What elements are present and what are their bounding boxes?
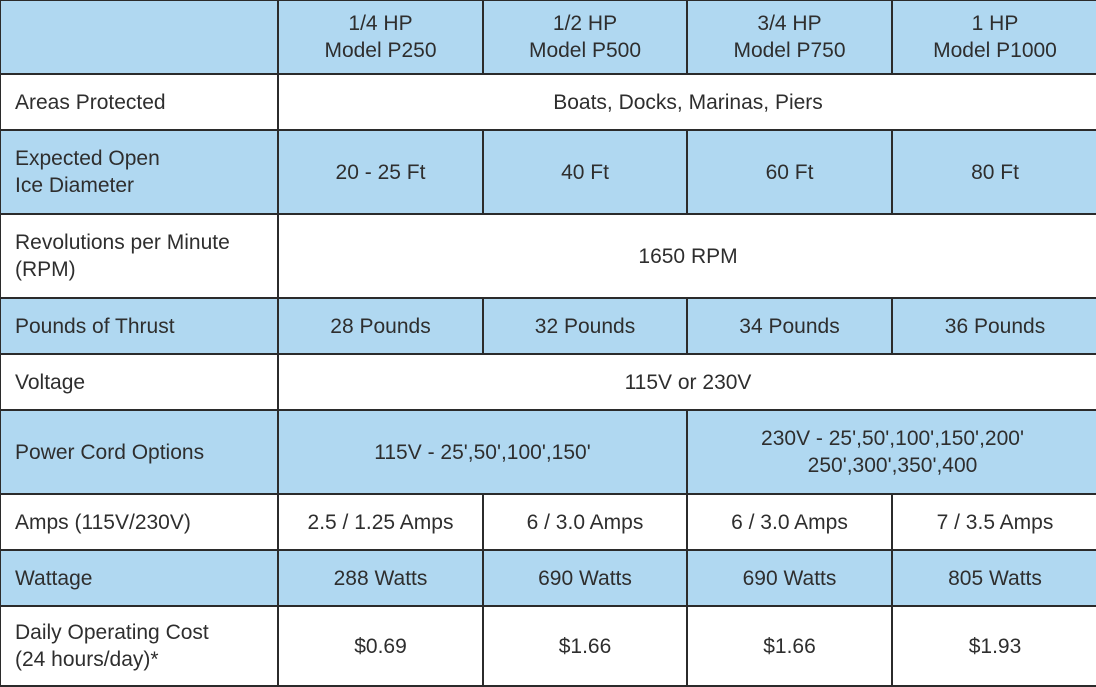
spec-label: Revolutions per Minute (RPM): [0, 213, 279, 299]
model-header-cell: 1/4 HP Model P250: [277, 0, 484, 75]
spec-row: Areas Protected Boats, Docks, Marinas, Pi…: [0, 73, 1096, 131]
spec-value: 288 Watts: [277, 549, 484, 607]
spec-value: 60 Ft: [686, 129, 893, 215]
spec-value: 6 / 3.0 Amps: [686, 493, 893, 551]
spec-value: 230V - 25',50',100',150',200' 250',300',…: [686, 409, 1096, 495]
spec-label: Power Cord Options: [0, 409, 279, 495]
spec-row: Revolutions per Minute (RPM) 1650 RPM: [0, 213, 1096, 299]
spec-label: Wattage: [0, 549, 279, 607]
spec-value: $1.66: [686, 605, 893, 687]
spec-value: 690 Watts: [482, 549, 688, 607]
spec-value: 6 / 3.0 Amps: [482, 493, 688, 551]
spec-row: Voltage 115V or 230V: [0, 353, 1096, 411]
spec-row: Amps (115V/230V) 2.5 / 1.25 Amps 6 / 3.0 A…: [0, 493, 1096, 551]
spec-row: Pounds of Thrust 28 Pounds 32 Pounds 34 Pou…: [0, 297, 1096, 355]
header-corner-cell: [0, 0, 279, 75]
spec-value: 36 Pounds: [891, 297, 1096, 355]
spec-value: 2.5 / 1.25 Amps: [277, 493, 484, 551]
model-header-cell: 1/2 HP Model P500: [482, 0, 688, 75]
spec-value: $1.93: [891, 605, 1096, 687]
spec-row: Power Cord Options 115V - 25',50',100',15…: [0, 409, 1096, 495]
spec-value: $0.69: [277, 605, 484, 687]
spec-value: 32 Pounds: [482, 297, 688, 355]
spec-value: $1.66: [482, 605, 688, 687]
spec-value: 115V - 25',50',100',150': [277, 409, 688, 495]
spec-value: 80 Ft: [891, 129, 1096, 215]
model-header-cell: 1 HP Model P1000: [891, 0, 1096, 75]
spec-label: Areas Protected: [0, 73, 279, 131]
spec-value: 115V or 230V: [277, 353, 1096, 411]
spec-label: Pounds of Thrust: [0, 297, 279, 355]
spec-row: Expected Open Ice Diameter 20 - 25 Ft 40 F…: [0, 129, 1096, 215]
spec-value: 7 / 3.5 Amps: [891, 493, 1096, 551]
spec-value: 28 Pounds: [277, 297, 484, 355]
spec-label: Amps (115V/230V): [0, 493, 279, 551]
spec-value: Boats, Docks, Marinas, Piers: [277, 73, 1096, 131]
spec-value: 40 Ft: [482, 129, 688, 215]
spec-label: Daily Operating Cost (24 hours/day)*: [0, 605, 279, 687]
spec-value: 1650 RPM: [277, 213, 1096, 299]
spec-value: 34 Pounds: [686, 297, 893, 355]
header-row: 1/4 HP Model P250 1/2 HP Model P500 3/4 HP…: [0, 0, 1096, 75]
spec-row: Wattage 288 Watts 690 Watts 690 Watts 805 Wa…: [0, 549, 1096, 607]
spec-label: Voltage: [0, 353, 279, 411]
spec-value: 690 Watts: [686, 549, 893, 607]
model-header-cell: 3/4 HP Model P750: [686, 0, 893, 75]
spec-value: 20 - 25 Ft: [277, 129, 484, 215]
spec-row: Daily Operating Cost (24 hours/day)* $0.6…: [0, 605, 1096, 687]
spec-label: Expected Open Ice Diameter: [0, 129, 279, 215]
spec-value: 805 Watts: [891, 549, 1096, 607]
